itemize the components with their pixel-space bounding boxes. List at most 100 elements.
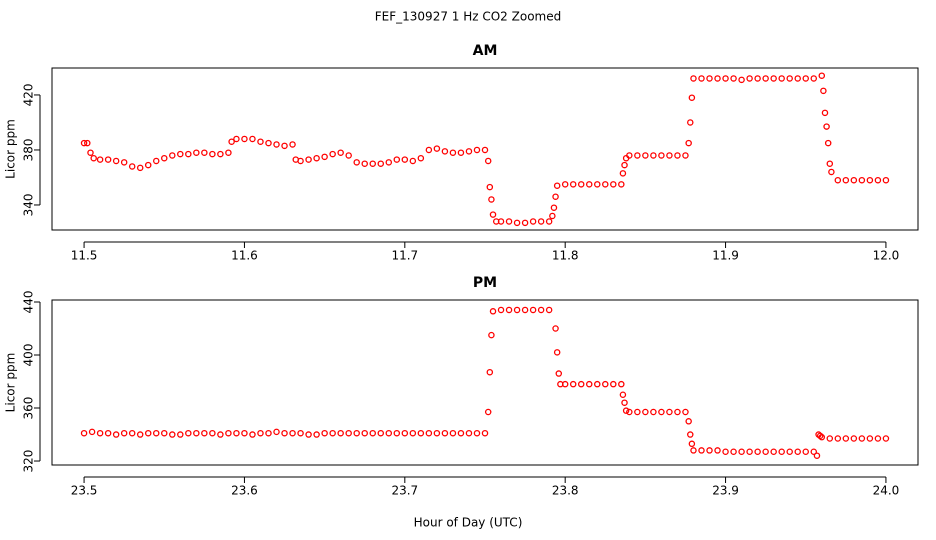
data-point <box>177 150 184 158</box>
data-point <box>417 154 425 162</box>
data-point <box>409 157 417 165</box>
data-point <box>602 380 609 388</box>
data-point <box>762 448 769 455</box>
data-point <box>619 391 627 399</box>
data-point <box>545 306 553 314</box>
data-point <box>353 429 360 437</box>
data-point <box>321 153 328 161</box>
data-point <box>273 141 280 148</box>
x-tick-label: 11.5 <box>71 249 98 263</box>
data-point <box>217 431 224 438</box>
data-point <box>577 380 585 388</box>
data-point <box>552 325 559 332</box>
data-point <box>193 149 200 156</box>
data-point <box>249 431 256 438</box>
data-point <box>706 75 713 82</box>
data-point <box>529 218 537 225</box>
data-point <box>618 380 625 388</box>
data-point <box>746 448 753 455</box>
data-point <box>706 447 713 454</box>
x-axis-label: Hour of Day (UTC) <box>414 516 523 530</box>
data-point <box>550 204 558 211</box>
data-point <box>433 429 441 437</box>
data-point <box>802 448 809 455</box>
data-point <box>866 176 874 184</box>
data-point <box>401 156 409 163</box>
data-point <box>685 139 692 147</box>
data-point <box>513 306 521 314</box>
data-point <box>505 306 513 314</box>
data-point <box>337 149 344 156</box>
data-point <box>634 408 641 416</box>
data-point <box>112 157 120 165</box>
data-point <box>345 152 352 159</box>
data-point <box>233 135 240 143</box>
data-point <box>209 150 216 158</box>
data-point <box>281 429 288 437</box>
data-point <box>850 435 858 442</box>
data-point <box>289 429 296 437</box>
data-point <box>104 429 112 437</box>
data-point <box>842 176 850 184</box>
data-point <box>484 408 492 416</box>
data-point <box>714 75 721 82</box>
data-point <box>486 183 494 191</box>
data-point <box>185 150 192 158</box>
data-point <box>794 75 801 82</box>
data-point <box>626 152 633 159</box>
data-point <box>481 146 489 154</box>
data-point <box>594 380 601 388</box>
data-point <box>473 146 481 154</box>
data-point <box>569 181 577 188</box>
data-point <box>858 176 866 184</box>
data-point <box>409 429 417 437</box>
data-point <box>321 429 328 437</box>
data-point <box>297 429 304 437</box>
data-point <box>650 152 657 159</box>
data-point <box>84 139 91 147</box>
data-point <box>273 428 280 436</box>
data-point <box>618 181 625 188</box>
data-point <box>820 87 827 95</box>
data-point <box>585 380 593 388</box>
data-point <box>489 211 497 218</box>
data-point <box>690 75 697 82</box>
data-point <box>821 109 829 117</box>
data-point <box>465 429 473 437</box>
data-point <box>770 448 777 455</box>
x-tick-label: 23.6 <box>231 484 258 498</box>
data-point <box>489 308 497 315</box>
data-point <box>882 176 890 184</box>
data-point <box>488 196 495 203</box>
data-point <box>297 157 304 165</box>
y-axis-label: Licor ppm <box>4 119 18 179</box>
data-point <box>658 408 665 416</box>
data-point <box>842 435 850 442</box>
data-point <box>497 218 505 225</box>
data-point <box>826 435 834 442</box>
data-point <box>521 306 529 314</box>
data-point <box>473 429 481 437</box>
data-point <box>690 447 697 454</box>
data-point <box>484 157 492 165</box>
data-point <box>152 429 160 437</box>
data-point <box>658 152 665 159</box>
x-tick-label: 23.7 <box>391 484 418 498</box>
data-point <box>698 447 705 454</box>
data-point <box>401 429 409 437</box>
data-point <box>754 448 761 455</box>
data-point <box>505 218 513 225</box>
data-point <box>545 218 553 225</box>
x-tick-label: 23.5 <box>71 484 98 498</box>
data-point <box>345 429 352 437</box>
data-point <box>128 429 136 437</box>
data-point <box>553 182 561 189</box>
data-point <box>642 408 649 416</box>
data-point <box>265 429 272 437</box>
data-point <box>497 306 505 314</box>
data-point <box>537 218 545 225</box>
data-point <box>353 159 360 166</box>
data-point <box>385 159 393 166</box>
data-point <box>722 75 729 82</box>
data-point <box>794 448 801 455</box>
